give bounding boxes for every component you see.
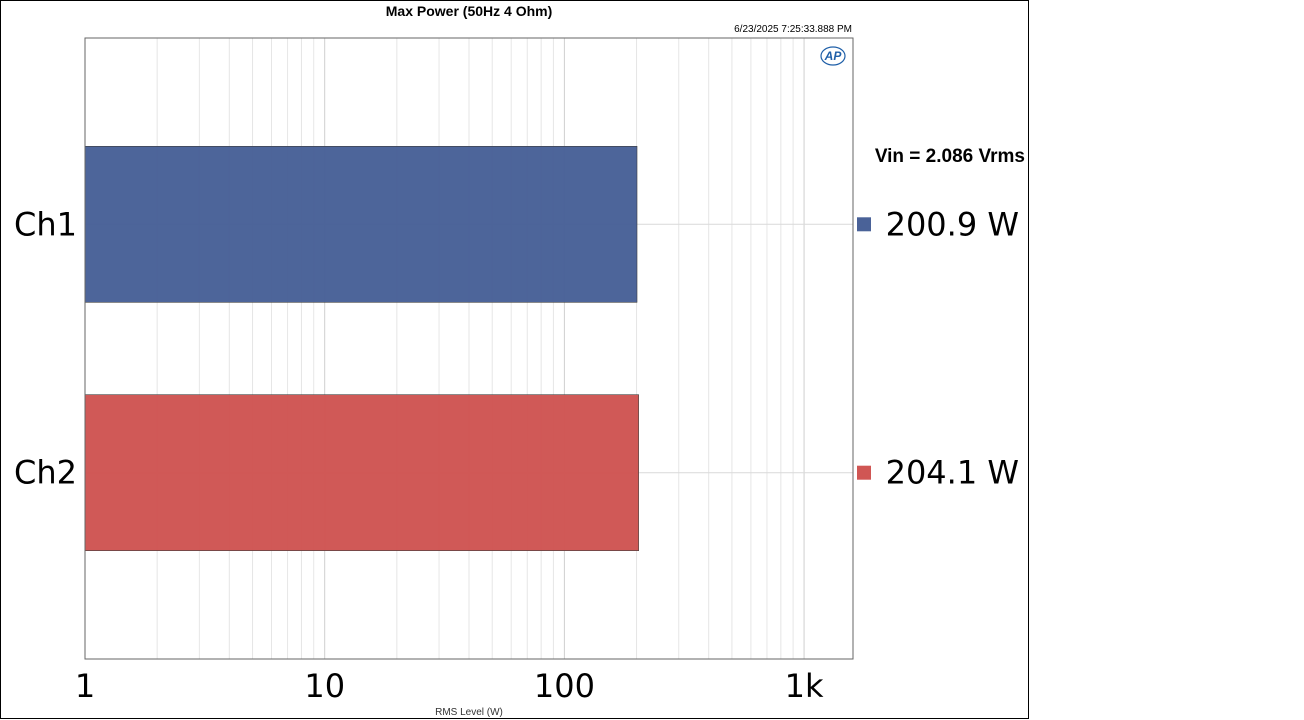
grid (85, 38, 853, 659)
x-tick-label: 10 (304, 667, 345, 705)
value-label-ch2: 204.1 W (886, 454, 1019, 492)
x-axis-label: RMS Level (W) (435, 707, 503, 718)
timestamp: 6/23/2025 7:25:33.888 PM (734, 24, 852, 35)
chart-title: Max Power (50Hz 4 Ohm) (386, 3, 553, 19)
chart-frame: Max Power (50Hz 4 Ohm) 6/23/2025 7:25:33… (0, 0, 1029, 719)
y-axis-categories: Ch1 Ch2 (14, 205, 77, 491)
x-axis-ticks: 1 10 100 1k (75, 667, 824, 705)
bar-ch1 (84, 146, 638, 303)
legend-marker-ch1 (857, 217, 871, 232)
x-tick-label: 1 (75, 667, 95, 705)
ap-logo: AP (820, 46, 846, 66)
value-label-ch1: 200.9 W (886, 205, 1019, 243)
ap-logo-text: AP (824, 49, 843, 63)
vin-annotation: Vin = 2.086 Vrms (875, 146, 1025, 167)
category-label-ch1: Ch1 (14, 205, 77, 243)
bar-ch2 (84, 394, 639, 552)
plot-area (84, 37, 854, 660)
x-tick-label: 1k (785, 667, 824, 705)
bars (84, 146, 639, 552)
x-tick-label: 100 (534, 667, 595, 705)
chart: Max Power (50Hz 4 Ohm) 6/23/2025 7:25:33… (14, 3, 1025, 718)
legend-marker-ch2 (857, 465, 871, 480)
category-label-ch2: Ch2 (14, 454, 77, 492)
legend: 200.9 W 204.1 W (857, 205, 1019, 492)
